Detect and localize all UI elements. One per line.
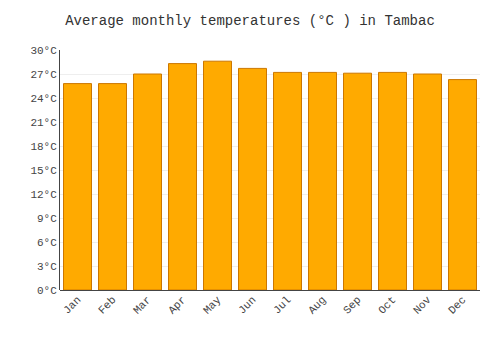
svg-text:3°C: 3°C (37, 261, 57, 273)
svg-text:24°C: 24°C (30, 93, 57, 105)
svg-text:30°C: 30°C (30, 45, 57, 57)
svg-text:Apr: Apr (166, 294, 188, 316)
svg-text:9°C: 9°C (37, 213, 57, 225)
svg-text:27°C: 27°C (30, 69, 57, 81)
svg-text:Dec: Dec (446, 294, 468, 316)
svg-text:Nov: Nov (411, 294, 434, 317)
svg-text:Oct: Oct (376, 294, 398, 316)
svg-text:Jun: Jun (236, 294, 258, 316)
svg-text:Average monthly temperatures (: Average monthly temperatures (°C ) in Ta… (65, 13, 435, 29)
svg-text:Jul: Jul (271, 294, 293, 316)
svg-text:Aug: Aug (306, 294, 328, 316)
svg-text:Jan: Jan (61, 294, 83, 316)
svg-text:Mar: Mar (131, 294, 153, 316)
svg-text:12°C: 12°C (30, 189, 57, 201)
svg-text:Feb: Feb (96, 294, 118, 316)
svg-text:15°C: 15°C (30, 165, 57, 177)
svg-text:0°C: 0°C (37, 285, 57, 297)
svg-text:21°C: 21°C (30, 117, 57, 129)
svg-text:6°C: 6°C (37, 237, 57, 249)
svg-text:Sep: Sep (341, 294, 363, 316)
svg-text:May: May (201, 294, 224, 317)
svg-text:18°C: 18°C (30, 141, 57, 153)
